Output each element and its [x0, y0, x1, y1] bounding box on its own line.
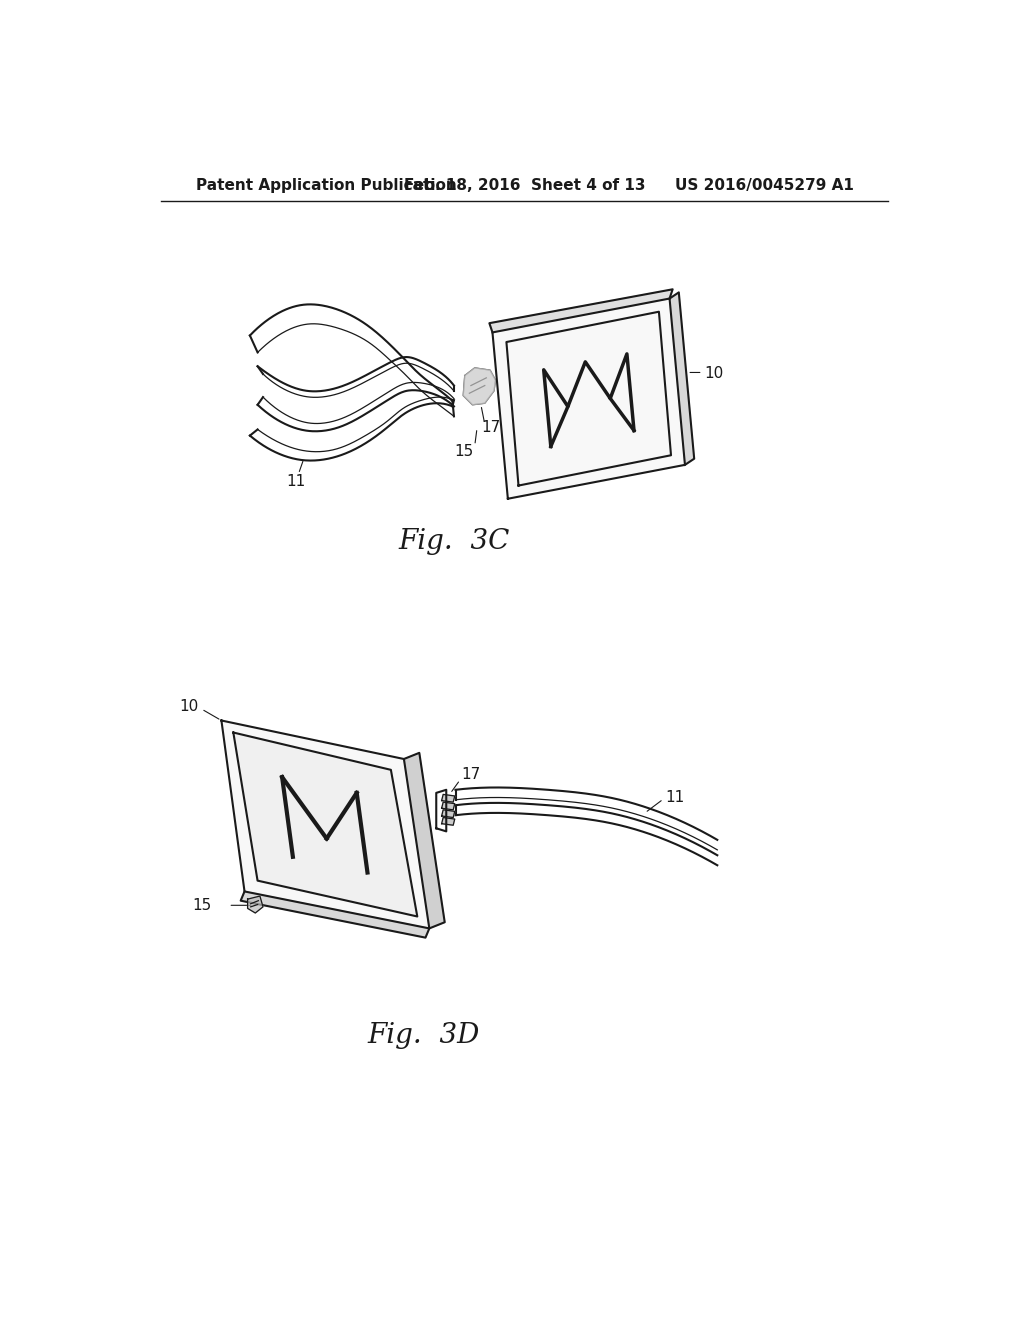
Polygon shape	[670, 293, 694, 465]
Polygon shape	[441, 803, 455, 810]
Text: Feb. 18, 2016  Sheet 4 of 13: Feb. 18, 2016 Sheet 4 of 13	[404, 178, 645, 193]
Text: 15: 15	[454, 444, 473, 458]
Polygon shape	[248, 896, 263, 913]
Text: 10: 10	[705, 367, 724, 381]
Polygon shape	[441, 795, 455, 803]
Text: 11: 11	[287, 474, 306, 490]
Text: Fig.  3C: Fig. 3C	[398, 528, 510, 554]
Polygon shape	[241, 891, 429, 937]
Polygon shape	[489, 289, 673, 333]
Polygon shape	[493, 298, 685, 499]
Polygon shape	[233, 733, 418, 916]
Polygon shape	[403, 752, 444, 928]
Polygon shape	[463, 368, 496, 405]
Text: 17: 17	[481, 420, 500, 436]
Text: 15: 15	[193, 898, 211, 913]
Text: 11: 11	[666, 789, 685, 805]
Text: US 2016/0045279 A1: US 2016/0045279 A1	[676, 178, 854, 193]
Polygon shape	[221, 721, 429, 928]
Text: 10: 10	[179, 700, 199, 714]
Text: Patent Application Publication: Patent Application Publication	[196, 178, 457, 193]
Text: Fig.  3D: Fig. 3D	[367, 1022, 479, 1049]
Polygon shape	[441, 817, 455, 825]
Polygon shape	[441, 810, 455, 817]
Text: 17: 17	[462, 767, 481, 781]
